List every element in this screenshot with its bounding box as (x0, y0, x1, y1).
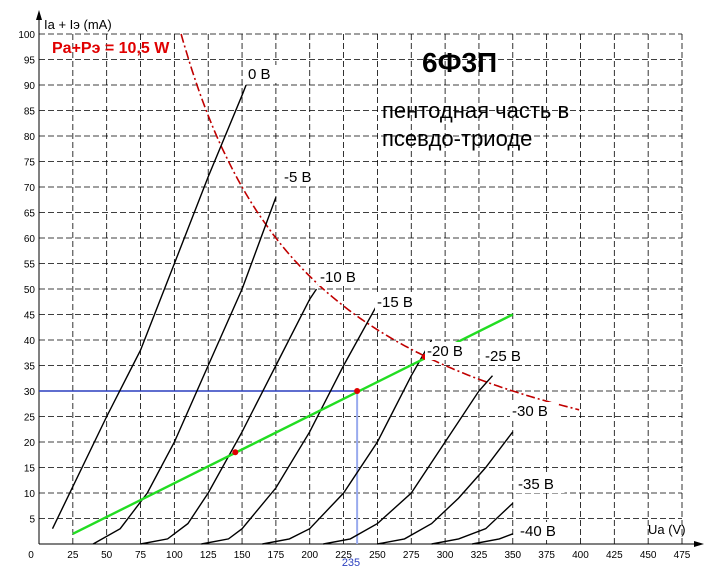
curve-line (377, 431, 514, 545)
x-tick-label: 125 (200, 550, 217, 561)
curve-line (323, 375, 494, 545)
y-tick-label: 65 (24, 209, 36, 220)
x-axis-label: Ua (V) (648, 522, 686, 537)
curve-line (140, 288, 318, 545)
y-axis-arrow (36, 10, 42, 20)
tick-labels: 0 25 50 75 100 125 150 175 200 225 250 275 300 325 350… (18, 30, 690, 561)
curve-label: -20 В (427, 343, 463, 360)
y-tick-label: 5 (29, 515, 35, 526)
y-tick-label: 95 (24, 56, 36, 67)
power-curve-line (180, 33, 580, 411)
x-tick-label: 325 (471, 550, 488, 561)
grid (39, 33, 683, 544)
curve-line (472, 533, 514, 545)
curve-label-bg (516, 475, 565, 493)
x-tick-label: 300 (437, 550, 454, 561)
x-tick-label: 400 (572, 550, 589, 561)
y-tick-label: 85 (24, 107, 36, 118)
y-tick-label: 60 (24, 234, 36, 245)
x-tick-label: 350 (504, 550, 521, 561)
axes (36, 10, 704, 547)
subtitle-line-2: псевдо-триоде (382, 126, 532, 151)
power-label: Pa+Pэ = 10,5 W (52, 40, 170, 57)
curve-label: -25 В (485, 348, 521, 365)
y-tick-label: 90 (24, 81, 36, 92)
y-tick-label: 30 (24, 387, 36, 398)
curve-label-bg (483, 347, 532, 365)
y-tick-label: 20 (24, 438, 36, 449)
y-tick-label: 100 (18, 30, 35, 41)
curve-line (262, 339, 433, 545)
curve-line (51, 84, 247, 530)
curve-label: -40 В (520, 523, 556, 540)
curve-label-bg (318, 268, 367, 286)
x-tick-label: 150 (234, 550, 251, 561)
curve-line (201, 303, 379, 545)
y-tick-label: 40 (24, 336, 36, 347)
curve-line (431, 502, 514, 545)
y-tick-label: 15 (24, 464, 36, 475)
y-tick-label: 70 (24, 183, 36, 194)
curve-labels: 0 В -5 В -10 В -15 В -20 В -25 В -30 В -35 В -40… (246, 65, 567, 540)
x-tick-label: 75 (135, 550, 147, 561)
y-tick-label: 80 (24, 132, 36, 143)
x-tick-label: 425 (606, 550, 623, 561)
curve-label: -35 В (518, 476, 554, 493)
operating-point-lines (39, 390, 359, 544)
anode-curves (51, 84, 514, 545)
curve-label-bg (375, 293, 424, 311)
x-tick-label: 200 (301, 550, 318, 561)
curve-label-bg (510, 402, 559, 420)
marked-point (232, 449, 239, 456)
curve-label: -15 В (377, 294, 413, 311)
curve-label: 0 В (248, 66, 271, 83)
x-tick-label: 475 (674, 550, 691, 561)
curve-label-bg (246, 65, 278, 83)
curve-line (92, 196, 277, 545)
power-dissipation-curve (180, 33, 580, 411)
chart-title: 6Ф3П (422, 47, 497, 78)
x-tick-label: 100 (166, 550, 183, 561)
x-axis-arrow (694, 541, 704, 547)
curve-label-bg (282, 168, 322, 186)
subtitle-line-1: пентодная часть в (382, 98, 569, 123)
x-tick-label: 375 (538, 550, 555, 561)
y-tick-label: 50 (24, 285, 36, 296)
y-tick-label: 10 (24, 489, 36, 500)
curve-label: -10 В (320, 269, 356, 286)
curve-label-bg (425, 342, 474, 360)
curve-label-bg (518, 522, 567, 540)
x-tick-label: 450 (640, 550, 657, 561)
y-axis-label: Ia + Iэ (mA) (44, 17, 112, 32)
curve-label: -5 В (284, 169, 312, 186)
x-tick-label: 50 (101, 550, 113, 561)
marked-point (354, 388, 361, 394)
curve-label: -30 В (512, 403, 548, 420)
y-tick-label: 75 (24, 158, 36, 169)
y-tick-label: 25 (24, 413, 36, 424)
operating-point-x-label: 235 (342, 557, 360, 569)
x-tick-label: 275 (403, 550, 420, 561)
x-tick-label: 250 (369, 550, 386, 561)
x-tick-label: 175 (268, 550, 285, 561)
y-tick-label: 35 (24, 362, 36, 373)
x-tick-label: 0 (28, 550, 34, 561)
x-tick-label: 225 (335, 550, 352, 561)
x-tick-label: 25 (67, 550, 79, 561)
y-tick-label: 45 (24, 311, 36, 322)
y-tick-label: 55 (24, 260, 36, 271)
